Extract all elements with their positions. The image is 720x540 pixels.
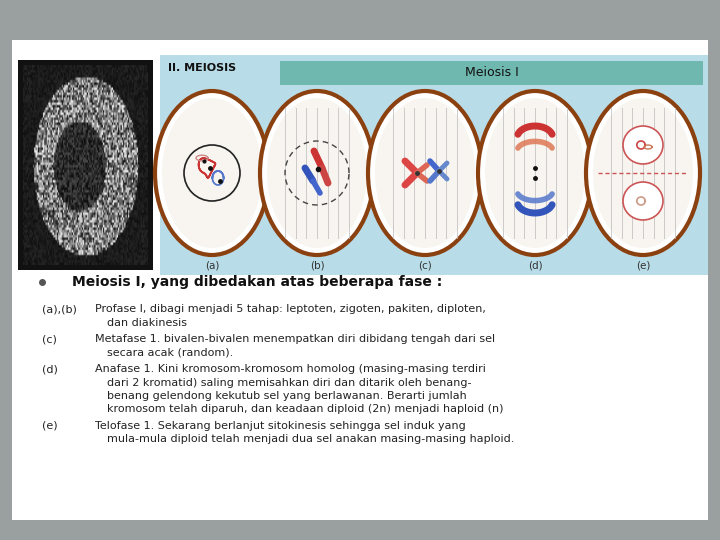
Text: dari 2 kromatid) saling memisahkan diri dan ditarik oleh benang-: dari 2 kromatid) saling memisahkan diri … [107,377,472,388]
Bar [12,12,708,32]
Text: Anafase 1. Kini kromosom-kromosom homolog (masing-masing terdiri: Anafase 1. Kini kromosom-kromosom homolo… [95,364,486,374]
Text: (d): (d) [42,364,58,374]
Bar [280,61,703,85]
Text: (a): (a) [204,260,219,270]
Text: (b): (b) [310,260,324,270]
Text: benang gelendong kekutub sel yang berlawanan. Berarti jumlah: benang gelendong kekutub sel yang berlaw… [107,391,467,401]
Ellipse shape [368,91,482,255]
Text: Meiosis I, yang dibedakan atas beberapa fase :: Meiosis I, yang dibedakan atas beberapa … [72,275,442,289]
Bar [160,55,708,275]
Text: mula-mula diploid telah menjadi dua sel anakan masing-masing haploid.: mula-mula diploid telah menjadi dua sel … [107,435,514,444]
Text: II. MEIOSIS: II. MEIOSIS [168,63,236,73]
Bar [18,60,153,270]
Ellipse shape [155,91,269,255]
Ellipse shape [375,98,475,248]
Text: (e): (e) [636,260,650,270]
Text: (e): (e) [42,421,58,431]
Ellipse shape [593,98,693,248]
Ellipse shape [623,182,663,220]
Ellipse shape [162,98,262,248]
Text: dan diakinesis: dan diakinesis [107,318,187,327]
Text: (c): (c) [418,260,432,270]
Bar [0,0,720,40]
Text: Metafase 1. bivalen-bivalen menempatkan diri dibidang tengah dari sel: Metafase 1. bivalen-bivalen menempatkan … [95,334,495,344]
Ellipse shape [623,126,663,164]
Text: kromosom telah diparuh, dan keadaan diploid (2n) menjadi haploid (n): kromosom telah diparuh, dan keadaan dipl… [107,404,503,415]
Ellipse shape [478,91,592,255]
Text: Profase I, dibagi menjadi 5 tahap: leptoten, zigoten, pakiten, diploten,: Profase I, dibagi menjadi 5 tahap: lepto… [95,304,486,314]
Text: secara acak (random).: secara acak (random). [107,348,233,357]
Ellipse shape [260,91,374,255]
Ellipse shape [586,91,700,255]
Ellipse shape [267,98,367,248]
Text: (d): (d) [528,260,542,270]
Text: (c): (c) [42,334,57,344]
Text: (a),(b): (a),(b) [42,304,77,314]
Text: Meiosis I: Meiosis I [464,66,518,79]
Text: Telofase 1. Sekarang berlanjut sitokinesis sehingga sel induk yang: Telofase 1. Sekarang berlanjut sitokines… [95,421,466,431]
Ellipse shape [485,98,585,248]
